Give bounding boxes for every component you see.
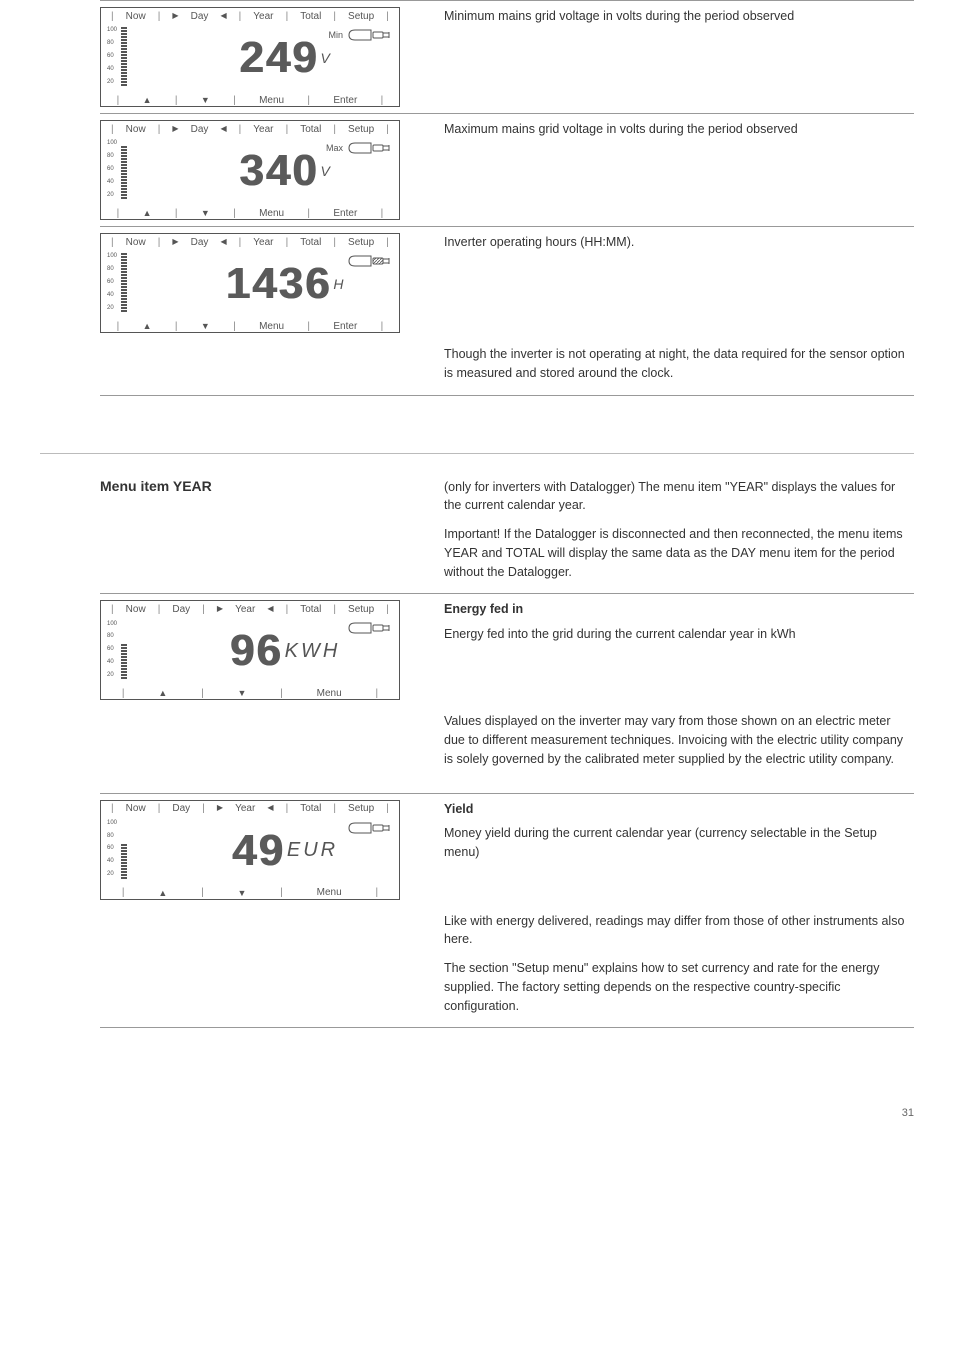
row-eur-notes: Like with energy delivered, readings may… <box>100 906 914 1028</box>
lcd-max-voltage: |Now|▶Day◀|Year|Total|Setup| 10080604020… <box>100 120 420 220</box>
desc-max-voltage: Maximum mains grid voltage in volts duri… <box>444 120 914 139</box>
desc-hours-note: Though the inverter is not operating at … <box>444 345 914 383</box>
page-number: 31 <box>100 1107 914 1119</box>
lcd-kwh: |Now|Day|▶Year◀|Total|Setup| 10080604020… <box>100 600 420 700</box>
year-note: Important! If the Datalogger is disconne… <box>444 525 914 581</box>
eur-label: Yield <box>444 802 473 816</box>
row-hours-note: Though the inverter is not operating at … <box>100 339 914 395</box>
lcd-hours: |Now|▶Day◀|Year|Total|Setup| 10080604020… <box>100 233 420 333</box>
year-desc: (only for inverters with Datalogger) The… <box>444 478 914 516</box>
kwh-note: Values displayed on the inverter may var… <box>444 712 914 768</box>
section-divider <box>40 453 914 454</box>
eur-note2: The section "Setup menu" explains how to… <box>444 959 914 1015</box>
row-max-voltage: |Now|▶Day◀|Year|Total|Setup| 10080604020… <box>100 113 914 226</box>
desc-min-voltage: Minimum mains grid voltage in volts duri… <box>444 7 914 26</box>
section-year-head: Menu item YEAR (only for inverters with … <box>100 478 914 582</box>
eur-body: Money yield during the current calendar … <box>444 824 914 862</box>
desc-hours: Inverter operating hours (HH:MM). <box>444 233 914 252</box>
eur-note: Like with energy delivered, readings may… <box>444 912 914 950</box>
row-kwh-note: Values displayed on the inverter may var… <box>100 706 914 780</box>
row-hours: |Now|▶Day◀|Year|Total|Setup| 10080604020… <box>100 226 914 339</box>
row-eur: |Now|Day|▶Year◀|Total|Setup| 10080604020… <box>100 793 914 906</box>
year-title: Menu item YEAR <box>100 478 420 494</box>
lcd-min-voltage: |Now|▶Day◀|Year|Total|Setup| 10080604020… <box>100 7 420 107</box>
row-kwh: |Now|Day|▶Year◀|Total|Setup| 10080604020… <box>100 593 914 706</box>
kwh-body: Energy fed into the grid during the curr… <box>444 625 914 644</box>
kwh-label: Energy fed in <box>444 602 523 616</box>
lcd-eur: |Now|Day|▶Year◀|Total|Setup| 10080604020… <box>100 800 420 900</box>
row-min-voltage: |Now|▶Day◀|Year|Total|Setup| 10080604020… <box>100 0 914 113</box>
